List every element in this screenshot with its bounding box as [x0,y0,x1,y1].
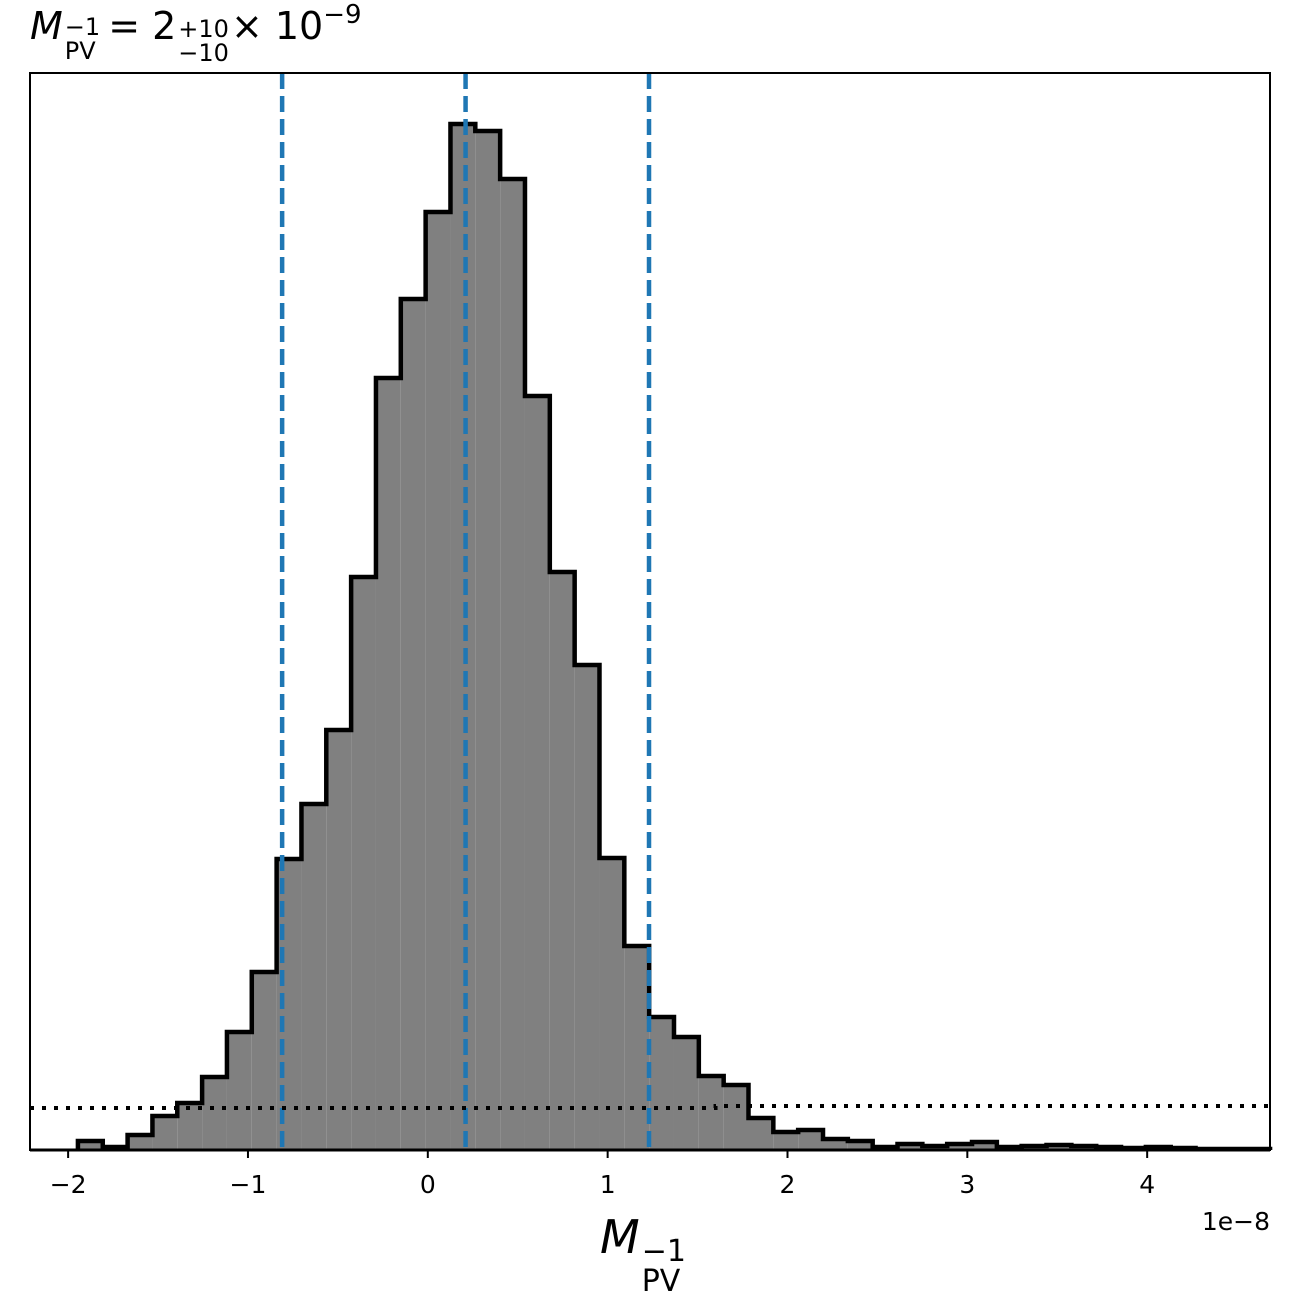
x-tick-label: −1 [230,1170,267,1199]
title-subscript: PV [64,37,96,65]
bar [823,1139,848,1150]
bar [202,1077,227,1150]
reference-line [30,1104,1270,1110]
bar [500,179,525,1150]
title-exponent: −9 [323,0,362,30]
bar [574,665,600,1150]
chart-title: M −1 PV = 2 +10 −10 × 10 −9 [30,0,362,67]
title-superscript: −1 [64,13,101,41]
bar [450,124,476,1150]
title-subsup: −1 PV [65,15,100,63]
bar [673,1037,699,1150]
x-axis-label: M −1 PV [600,1210,688,1297]
x-tick-label: 2 [780,1170,796,1199]
bar [326,730,352,1150]
x-tick-label: 1 [600,1170,616,1199]
bar [748,1118,774,1150]
bar [897,1144,923,1150]
bar [251,972,277,1150]
title-lower: −10 [178,39,229,67]
bar [649,1017,674,1150]
bar [475,131,501,1150]
title-upper: +10 [178,15,229,43]
bar [152,1116,178,1150]
bar [77,1141,103,1150]
histogram-outline [75,121,1273,1152]
x-label-symbol: M [600,1210,640,1264]
bar [549,572,575,1150]
bar [723,1085,749,1150]
x-tick-label: 0 [420,1170,436,1199]
x-label-superscript: −1 [641,1234,686,1269]
x-tick-label: −2 [50,1170,87,1199]
bar [773,1132,799,1150]
bar [226,1032,252,1150]
bar [375,378,401,1150]
bar [177,1103,203,1150]
bar [599,858,625,1150]
bar [947,1144,973,1150]
bar [400,299,426,1150]
title-tail: × 10 [230,4,324,48]
bar [698,1076,724,1150]
bar [972,1142,997,1150]
x-label-subsup: −1 PV [642,1237,686,1297]
bar [351,577,376,1150]
bar [127,1135,153,1150]
bar [847,1141,873,1150]
title-bounds: +10 −10 [178,17,229,65]
bar [624,946,650,1150]
title-symbol: M [30,4,63,48]
bar [301,804,327,1150]
bar [798,1130,824,1150]
offset-text: 1e−8 [1202,1207,1270,1236]
x-tick-label: 4 [1139,1170,1155,1199]
title-middle: = 2 [108,4,177,48]
x-tick-label: 3 [959,1170,975,1199]
bar [425,212,451,1150]
x-label-subscript: PV [641,1264,681,1299]
bar [524,396,550,1150]
bar [1046,1145,1072,1150]
